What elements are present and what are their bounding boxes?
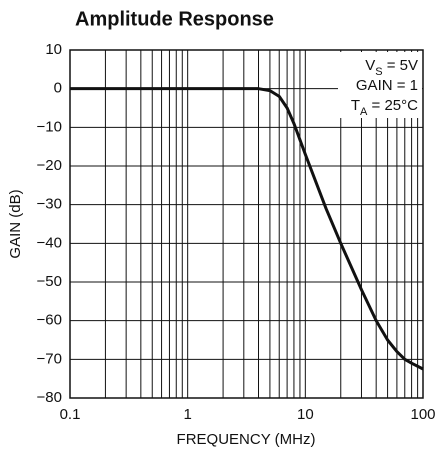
y-tick-label: −10 — [37, 118, 62, 135]
line — [70, 87, 424, 371]
y-tick-label: −40 — [37, 234, 62, 251]
x-tick-label: 1 — [183, 406, 191, 423]
annotation-part: T — [351, 97, 360, 114]
annotation-box — [338, 52, 422, 118]
annotation-part: S — [375, 66, 382, 78]
y-axis-label: GAIN (dB) — [7, 189, 24, 258]
x-tick-label: 0.1 — [60, 406, 81, 423]
y-tick-label: −70 — [37, 350, 62, 367]
annotation-part: = 5V — [383, 57, 418, 74]
chart-title: Amplitude Response — [75, 8, 274, 30]
x-axis-label: FREQUENCY (MHz) — [177, 431, 316, 448]
y-tick-label: −80 — [37, 389, 62, 406]
annotation-part: = 25°C — [367, 97, 418, 114]
plot-frame — [69, 49, 424, 399]
annotation: VS = 5V — [365, 57, 418, 78]
y-tick-label: −20 — [37, 157, 62, 174]
annotation: TA = 25°C — [351, 97, 418, 118]
y-tick-label: 10 — [45, 41, 62, 58]
y-tick-label: 0 — [54, 80, 62, 97]
x-tick-label: 100 — [410, 406, 435, 423]
y-tick-label: −50 — [37, 273, 62, 290]
y-tick-label: −60 — [37, 312, 62, 329]
x-tick-label: 10 — [297, 406, 314, 423]
annotation: GAIN = 1 — [356, 77, 418, 94]
annotation-part: GAIN = 1 — [356, 77, 418, 94]
annotation-part: A — [360, 106, 368, 118]
y-tick-label: −30 — [37, 196, 62, 213]
annotation-part: V — [365, 57, 375, 74]
